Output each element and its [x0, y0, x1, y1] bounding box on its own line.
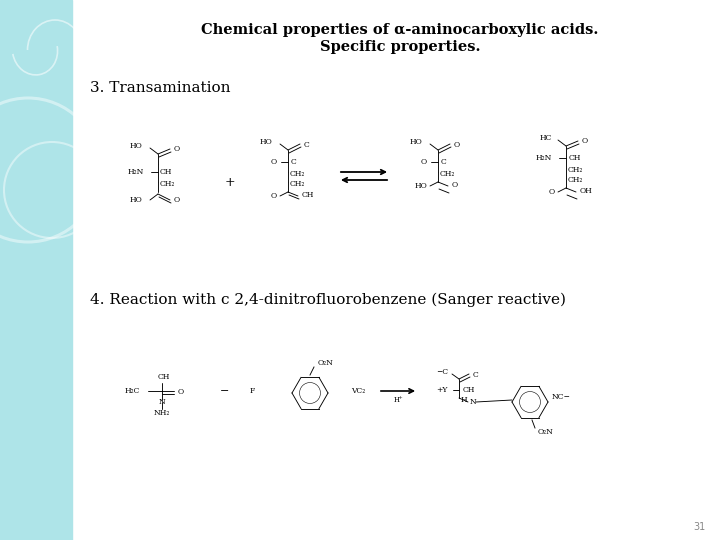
- Text: 3. Transamination: 3. Transamination: [90, 81, 230, 95]
- Text: HO: HO: [130, 142, 142, 150]
- Text: HO: HO: [409, 138, 422, 146]
- Text: Specific properties.: Specific properties.: [320, 40, 480, 54]
- Text: HO: HO: [130, 196, 142, 204]
- Text: H⁺: H⁺: [393, 396, 402, 404]
- Text: O₂N: O₂N: [538, 428, 554, 436]
- Text: O: O: [271, 192, 277, 200]
- Text: C: C: [304, 141, 310, 149]
- Text: HC: HC: [539, 134, 552, 142]
- Text: CH: CH: [463, 386, 475, 394]
- Text: H₂C: H₂C: [125, 387, 140, 395]
- Text: −: −: [220, 386, 230, 396]
- Text: O: O: [454, 141, 460, 149]
- Text: CH₂: CH₂: [568, 176, 583, 184]
- Text: C: C: [291, 158, 297, 166]
- Text: +: +: [225, 176, 235, 188]
- Text: H₂N: H₂N: [536, 154, 552, 162]
- Text: O: O: [178, 388, 184, 396]
- Text: Chemical properties of α-aminocarboxylic acids.: Chemical properties of α-aminocarboxylic…: [202, 23, 599, 37]
- Text: CH₂: CH₂: [160, 180, 176, 188]
- Text: CH₂: CH₂: [290, 170, 305, 178]
- Text: O: O: [452, 181, 458, 189]
- Text: 31: 31: [694, 522, 706, 532]
- Text: O: O: [271, 158, 277, 166]
- Text: H₂N: H₂N: [127, 168, 144, 176]
- Text: −C: −C: [436, 368, 448, 376]
- Text: O₂N: O₂N: [318, 359, 334, 367]
- Text: NH₂: NH₂: [154, 409, 170, 417]
- Text: O: O: [174, 196, 180, 204]
- Text: C: C: [441, 158, 446, 166]
- Text: CH: CH: [302, 191, 315, 199]
- Text: O: O: [421, 158, 427, 166]
- Text: O: O: [582, 137, 588, 145]
- Text: 4. Reaction with с 2,4-dinitrofluorobenzene (Sanger reactive): 4. Reaction with с 2,4-dinitrofluorobenz…: [90, 293, 566, 307]
- Text: CH: CH: [569, 154, 581, 162]
- Text: H: H: [461, 396, 467, 404]
- Text: HO: HO: [414, 182, 427, 190]
- Text: CH: CH: [158, 373, 170, 381]
- Text: CH₂: CH₂: [568, 166, 583, 174]
- Text: NC−: NC−: [552, 393, 571, 401]
- Text: CH: CH: [160, 168, 172, 176]
- Text: O: O: [174, 145, 180, 153]
- Text: OH: OH: [580, 187, 593, 195]
- Text: CH₂: CH₂: [290, 180, 305, 188]
- Text: VC₂: VC₂: [351, 387, 365, 395]
- Text: F: F: [249, 387, 255, 395]
- Text: HO: HO: [259, 138, 272, 146]
- Text: N: N: [470, 398, 477, 406]
- Text: O: O: [549, 188, 555, 196]
- Bar: [0, 0, 72, 540]
- Text: +Y: +Y: [436, 386, 448, 394]
- Text: CH₂: CH₂: [440, 170, 455, 178]
- Text: N: N: [158, 398, 166, 406]
- Text: C: C: [473, 371, 479, 379]
